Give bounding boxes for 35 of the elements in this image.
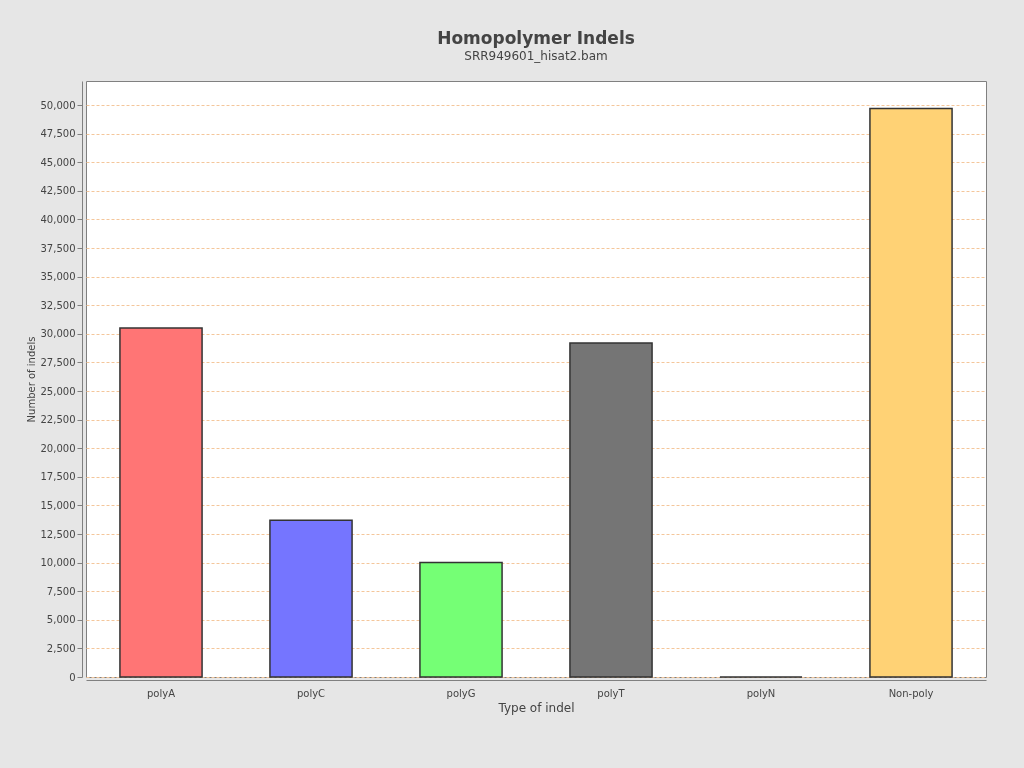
x-axis-title: Type of indel: [497, 700, 575, 715]
y-tick-label: 27,500: [40, 356, 76, 368]
y-tick-label: 0: [69, 671, 76, 683]
x-tick-label: polyC: [296, 687, 326, 699]
bar: [419, 561, 503, 678]
y-axis-title: Number of indels: [25, 336, 37, 423]
y-tick-label: 10,000: [40, 557, 76, 569]
x-tick-label: polyA: [146, 687, 176, 699]
y-tick-label: 37,500: [40, 242, 76, 254]
chart-title: Homopolymer Indels: [437, 28, 635, 48]
y-tick-label: 47,500: [40, 128, 76, 140]
y-tick-label: 30,000: [40, 328, 76, 340]
y-tick-label: 12,500: [40, 528, 76, 540]
y-tick-label: 15,000: [40, 499, 76, 511]
y-tick-label: 7,500: [46, 585, 76, 597]
bar: [119, 327, 203, 678]
y-tick-label: 45,000: [40, 156, 76, 168]
bar: [269, 519, 353, 678]
y-tick-label: 35,000: [40, 271, 76, 283]
bar: [869, 107, 953, 678]
x-tick-label: polyN: [746, 687, 776, 699]
x-tick-label: polyT: [597, 687, 626, 699]
y-tick-label: 22,500: [40, 414, 76, 426]
y-tick-label: 5,000: [46, 614, 76, 626]
x-tick-label: Non-poly: [888, 687, 934, 699]
y-tick-label: 32,500: [40, 299, 76, 311]
y-tick-label: 40,000: [40, 213, 76, 225]
chart-subtitle: SRR949601_hisat2.bam: [464, 49, 608, 63]
y-tick-label: 20,000: [40, 442, 76, 454]
y-tick-label: 2,500: [46, 642, 76, 654]
y-tick-label: 50,000: [40, 99, 76, 111]
x-tick-label: polyG: [446, 687, 476, 699]
y-tick-label: 25,000: [40, 385, 76, 397]
y-tick-label: 42,500: [40, 185, 76, 197]
y-tick-label: 17,500: [40, 471, 76, 483]
